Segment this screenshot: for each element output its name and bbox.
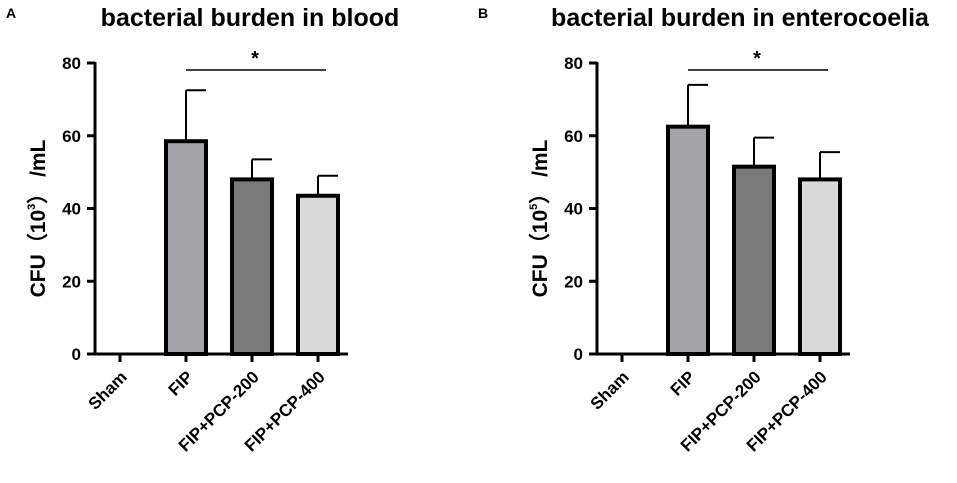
y-tick-label: 60 [564,127,583,146]
significance-label: * [753,48,761,70]
y-axis-label: CFU（105） /mL [528,139,552,297]
y-axis-label-prefix: CFU（ [26,233,50,297]
y-tick-label: 80 [564,54,583,73]
y-axis-label-prefix: CFU（ [528,233,552,297]
bar [732,164,776,356]
y-tick-label: 20 [62,272,81,291]
panel-letter: B [478,5,488,21]
y-tick-label: 80 [62,54,81,73]
bar [798,177,842,356]
x-tick-label: Sham [85,367,131,413]
x-tick-label: Sham [587,367,633,413]
y-axis-label-exponent: 3 [26,204,38,210]
chart-title: bacterial burden in blood [101,4,400,32]
bar [230,177,274,356]
y-axis-label-base: 10 [529,210,552,233]
y-axis-label: CFU（103） /mL [26,139,50,297]
significance-label: * [251,48,259,70]
x-tick-label: FIP [165,367,197,399]
bar [296,193,340,356]
y-tick-label: 0 [574,345,583,364]
y-tick-label: 0 [72,345,81,364]
y-axis-label-suffix: ） /mL [26,139,50,203]
y-axis-label-suffix: ） /mL [528,139,552,203]
bar [164,139,208,356]
bar [666,124,710,356]
y-tick-label: 40 [62,200,81,219]
chart-title: bacterial burden in enterocoelia [551,4,930,32]
x-tick-label: FIP [667,367,699,399]
y-tick-label: 40 [564,200,583,219]
y-tick-label: 20 [564,272,583,291]
y-tick-label: 60 [62,127,81,146]
y-axis-label-exponent: 5 [528,204,540,210]
panel-letter: A [6,5,16,21]
y-axis-label-base: 10 [27,210,50,233]
